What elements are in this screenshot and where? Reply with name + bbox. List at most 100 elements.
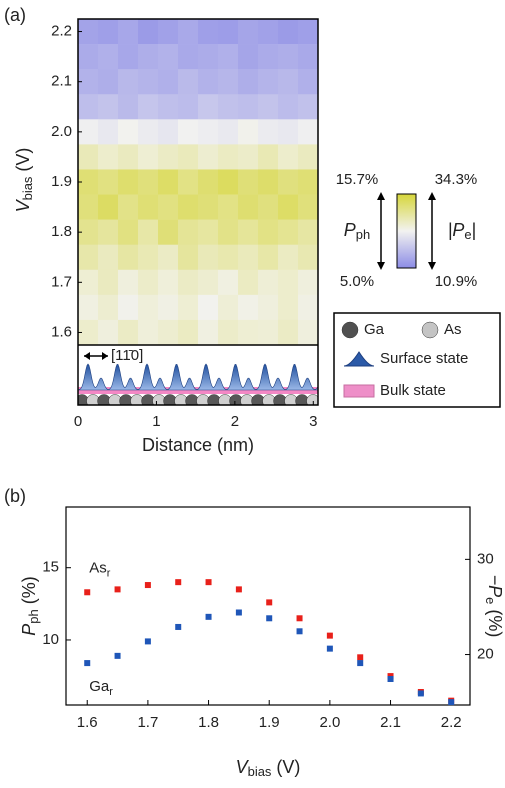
heat-cell <box>98 319 119 346</box>
arrow-head <box>428 192 436 270</box>
point <box>114 652 121 659</box>
point <box>205 613 212 620</box>
heat-cell <box>178 69 199 95</box>
heat-cell <box>198 119 219 145</box>
bulk-band <box>78 387 318 394</box>
heat-cell <box>78 194 99 220</box>
point <box>326 632 333 639</box>
heat-cell <box>98 144 119 170</box>
point <box>205 579 212 586</box>
heat-cell <box>118 244 139 271</box>
arrow-head <box>377 192 385 270</box>
point <box>266 615 273 622</box>
heat-cell <box>118 94 139 120</box>
heat-cell <box>158 194 179 220</box>
direction-label: [11̄0] <box>111 347 143 364</box>
heat-cell <box>298 94 319 120</box>
colorbar-title: Pph <box>344 220 370 243</box>
heat-cell <box>278 269 299 296</box>
colorbar-label: 10.9% <box>435 273 478 290</box>
heat-cell <box>118 69 139 95</box>
point <box>296 615 303 622</box>
x-axis-label: Distance (nm) <box>142 435 254 455</box>
heat-cell <box>158 144 179 170</box>
heat-cell <box>178 319 199 346</box>
colorbar-label: 34.3% <box>435 171 478 188</box>
heat-cell <box>278 19 299 45</box>
point <box>235 586 242 593</box>
series-label: Asr <box>89 559 111 579</box>
heat-cell <box>198 94 219 120</box>
atom <box>306 394 318 405</box>
heat-cell <box>78 319 99 346</box>
heat-cell <box>198 194 219 220</box>
point <box>387 675 394 682</box>
heat-cell <box>218 144 239 170</box>
x-tick-label: 2.0 <box>319 714 340 731</box>
heat-cell <box>158 219 179 245</box>
y2-axis-label: −Pe (%) <box>483 575 505 638</box>
x-tick-label: 3 <box>309 413 317 430</box>
heat-cell <box>218 69 239 95</box>
heat-cell <box>118 119 139 145</box>
heat-cell <box>178 169 199 195</box>
heat-cell <box>78 119 99 145</box>
heat-cell <box>198 19 219 45</box>
panel-label: (a) <box>4 5 26 25</box>
heat-cell <box>98 194 119 220</box>
heat-cell <box>218 19 239 45</box>
y2-axis-label-part: (%) <box>485 604 505 637</box>
y-axis-label-part: bias <box>20 176 35 200</box>
heat-cell <box>258 44 279 70</box>
heat-cell <box>238 294 259 321</box>
y-tick-label: 1.9 <box>51 173 72 190</box>
y-tick-label: 2.1 <box>51 73 72 90</box>
y-tick-label: 1.8 <box>51 223 72 240</box>
series-label: Gar <box>89 678 113 698</box>
point <box>235 609 242 616</box>
legend-icon <box>421 321 439 339</box>
heat-cell <box>218 269 239 296</box>
heat-cell <box>118 194 139 220</box>
legend-label: Bulk state <box>380 382 446 399</box>
heat-cell <box>138 319 159 346</box>
heat-cell <box>258 219 279 245</box>
heat-cell <box>258 19 279 45</box>
heat-cell <box>218 119 239 145</box>
heat-cell <box>118 44 139 70</box>
y2-tick-label: 30 <box>477 550 494 567</box>
y-tick-label: 2.0 <box>51 123 72 140</box>
heat-cell <box>298 294 319 321</box>
heat-cell <box>138 169 159 195</box>
heat-cell <box>98 169 119 195</box>
x-axis-label-part: V <box>236 757 250 777</box>
x-tick-label: 1.6 <box>77 714 98 731</box>
y-axis-label: Vbias (V) <box>13 148 36 213</box>
heat-cell <box>178 94 199 120</box>
heat-cell <box>118 144 139 170</box>
y-axis-label-part: (%) <box>19 576 39 609</box>
heat-cell <box>238 19 259 45</box>
heat-cell <box>218 94 239 120</box>
point <box>417 690 424 697</box>
heat-cell <box>178 19 199 45</box>
heat-cell <box>138 294 159 321</box>
y-tick-label: 2.2 <box>51 23 72 40</box>
heat-cell <box>258 169 279 195</box>
heat-cell <box>198 219 219 245</box>
heat-cell <box>278 144 299 170</box>
heat-cell <box>78 269 99 296</box>
y-axis-label-part: ph <box>26 609 41 623</box>
heat-cell <box>238 269 259 296</box>
heat-cell <box>138 269 159 296</box>
x-tick-label: 2 <box>231 413 239 430</box>
heat-cell <box>138 244 159 271</box>
colorbar-title-part: |P <box>448 220 465 240</box>
heat-cell <box>78 219 99 245</box>
point <box>84 589 91 596</box>
colorbar-title-part: e <box>464 227 471 242</box>
heat-cell <box>238 219 259 245</box>
heat-cell <box>298 269 319 296</box>
heat-cell <box>118 319 139 346</box>
heat-cell <box>138 94 159 120</box>
